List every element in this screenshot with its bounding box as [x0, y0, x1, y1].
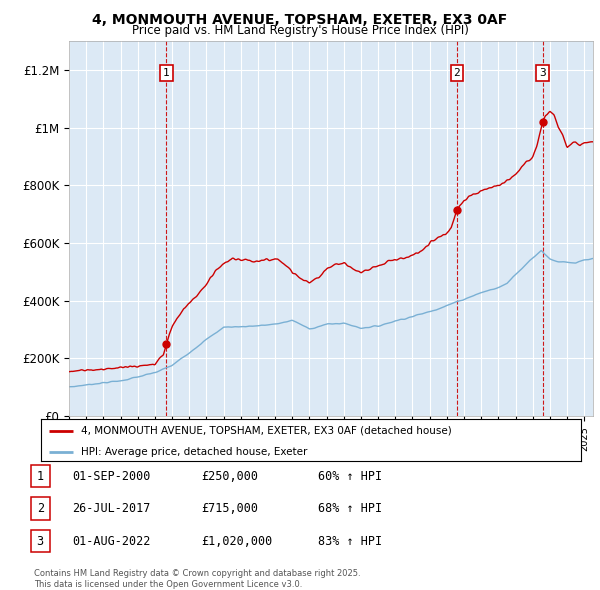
Text: £250,000: £250,000	[201, 470, 258, 483]
Text: 26-JUL-2017: 26-JUL-2017	[72, 502, 151, 515]
Text: HPI: Average price, detached house, Exeter: HPI: Average price, detached house, Exet…	[82, 447, 308, 457]
Text: 3: 3	[37, 535, 44, 548]
Text: 68% ↑ HPI: 68% ↑ HPI	[318, 502, 382, 515]
Text: 3: 3	[539, 68, 546, 78]
Text: 1: 1	[37, 470, 44, 483]
Text: £1,020,000: £1,020,000	[201, 535, 272, 548]
Text: Contains HM Land Registry data © Crown copyright and database right 2025.
This d: Contains HM Land Registry data © Crown c…	[34, 569, 361, 589]
Text: 2: 2	[37, 502, 44, 515]
Text: £715,000: £715,000	[201, 502, 258, 515]
Text: Price paid vs. HM Land Registry's House Price Index (HPI): Price paid vs. HM Land Registry's House …	[131, 24, 469, 37]
Text: 83% ↑ HPI: 83% ↑ HPI	[318, 535, 382, 548]
Text: 2: 2	[454, 68, 460, 78]
Text: 01-SEP-2000: 01-SEP-2000	[72, 470, 151, 483]
Text: 4, MONMOUTH AVENUE, TOPSHAM, EXETER, EX3 0AF (detached house): 4, MONMOUTH AVENUE, TOPSHAM, EXETER, EX3…	[82, 426, 452, 436]
Text: 60% ↑ HPI: 60% ↑ HPI	[318, 470, 382, 483]
Text: 1: 1	[163, 68, 170, 78]
Text: 4, MONMOUTH AVENUE, TOPSHAM, EXETER, EX3 0AF: 4, MONMOUTH AVENUE, TOPSHAM, EXETER, EX3…	[92, 13, 508, 27]
Text: 01-AUG-2022: 01-AUG-2022	[72, 535, 151, 548]
